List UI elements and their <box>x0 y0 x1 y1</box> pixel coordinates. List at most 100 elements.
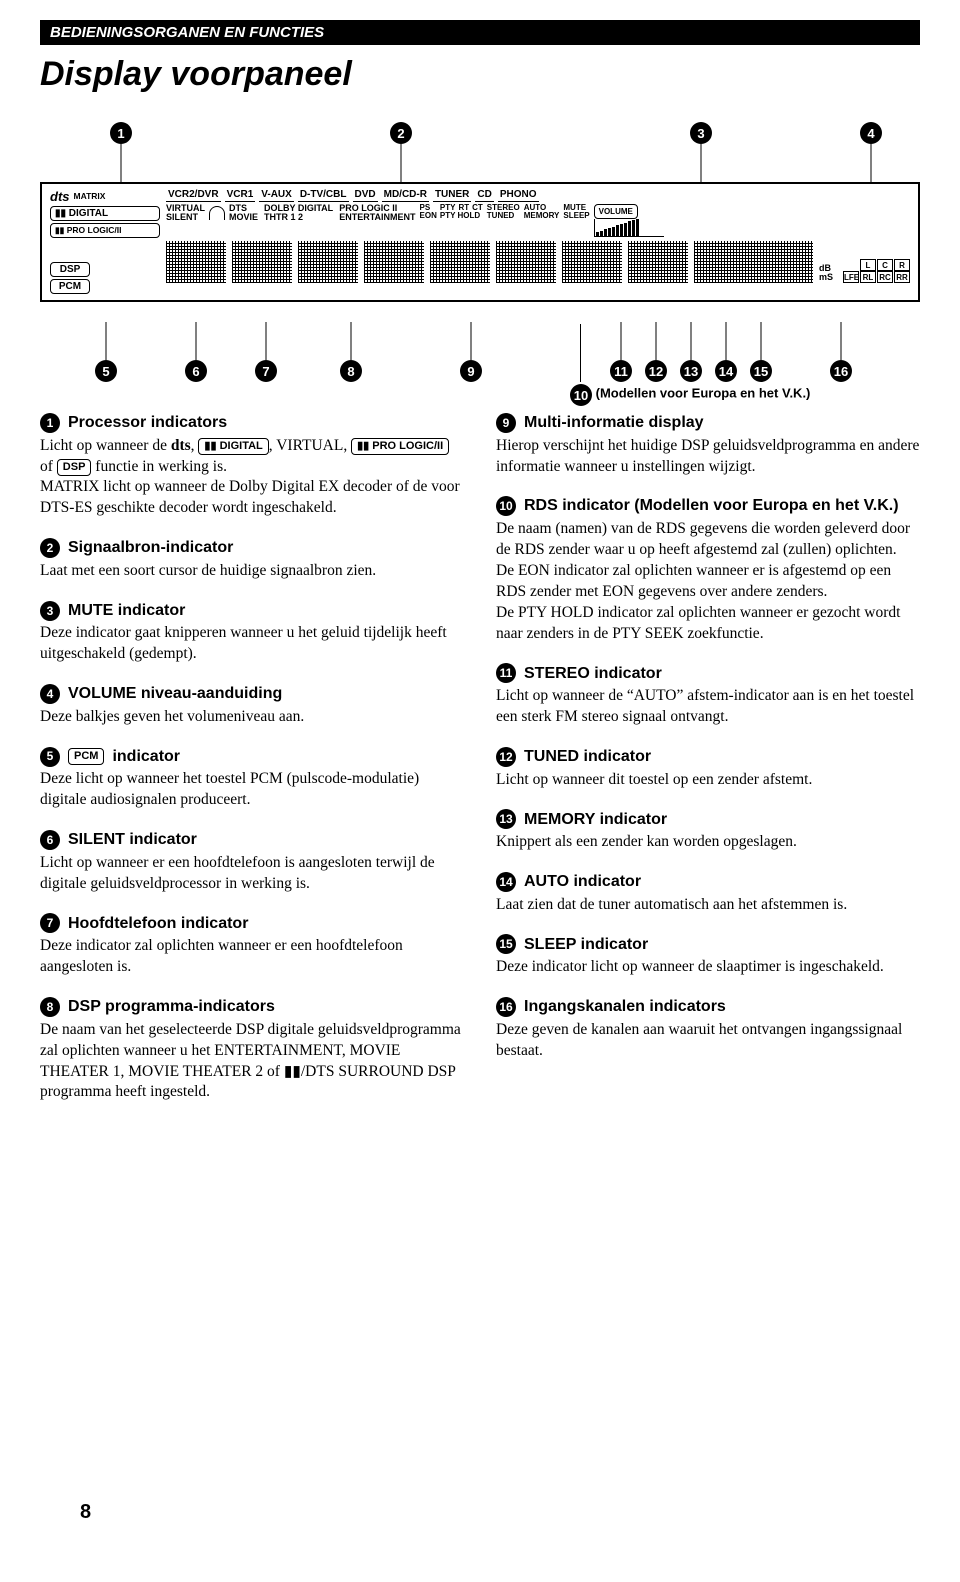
section-2: 2 Signaalbron-indicatorLaat met een soor… <box>40 537 464 582</box>
section-head-3: 3 MUTE indicator <box>40 600 464 622</box>
section-body-3: Deze indicator gaat knipperen wanneer u … <box>40 623 464 665</box>
left-column: 1 Processor indicatorsLicht op wanneer d… <box>40 412 464 1121</box>
dsp-tag: DSP <box>50 262 90 277</box>
callout-8: 8 <box>340 360 362 382</box>
section-head-8: 8 DSP programma-indicators <box>40 996 464 1018</box>
rds-block: PSPTYRTCT EONPTY HOLD <box>420 204 483 221</box>
section-body-10: De naam (namen) van de RDS gegevens die … <box>496 519 920 645</box>
display-diagram: 1234 dts MATRIX ▮▮ DIGITAL ▮▮ PRO LOGIC/… <box>40 122 920 382</box>
callout-16: 16 <box>830 360 852 382</box>
section-body-11: Licht op wanneer de “AUTO” afstem-indica… <box>496 686 920 728</box>
section-head-13: 13 MEMORY indicator <box>496 809 920 831</box>
section-body-2: Laat met een soort cursor de huidige sig… <box>40 561 464 582</box>
section-head-16: 16 Ingangskanalen indicators <box>496 996 920 1018</box>
section-head-5: 5 PCM indicator <box>40 746 464 768</box>
callout-3: 3 <box>690 122 712 144</box>
callout-5: 5 <box>95 360 117 382</box>
callout-1: 1 <box>110 122 132 144</box>
section-body-4: Deze balkjes geven het volumeniveau aan. <box>40 707 464 728</box>
display-panel: dts MATRIX ▮▮ DIGITAL ▮▮ PRO LOGIC/II DS… <box>40 182 920 302</box>
source-vcr1: VCR1 <box>225 190 256 202</box>
callout-7: 7 <box>255 360 277 382</box>
dd-digital-tag: ▮▮ DIGITAL <box>50 206 160 221</box>
page-title: Display voorpaneel <box>40 55 920 94</box>
section-9: 9 Multi-informatie displayHierop verschi… <box>496 412 920 477</box>
source-vcr2-dvr: VCR2/DVR <box>166 190 221 202</box>
section-head-9: 9 Multi-informatie display <box>496 412 920 434</box>
section-body-12: Licht op wanneer dit toestel op een zend… <box>496 770 920 791</box>
dsp-program-block: DTSDOLBY DIGITALPRO LOGIC II MOVIETHTR 1… <box>229 204 416 223</box>
section-body-6: Licht op wanneer er een hoofdtelefoon is… <box>40 853 464 895</box>
section-head-4: 4 VOLUME niveau-aanduiding <box>40 683 464 705</box>
dts-logo: dts <box>50 190 70 204</box>
section-head-7: 7 Hoofdtelefoon indicator <box>40 913 464 935</box>
section-body-5: Deze licht op wanneer het toestel PCM (p… <box>40 769 464 811</box>
mid-row: VIRTUAL SILENT DTSDOLBY DIGITALPRO LOGIC… <box>166 204 910 237</box>
callout-2: 2 <box>390 122 412 144</box>
panel-right-stack: VCR2/DVR VCR1V-AUX D-TV/CBL DVD MD/CD-R TUNER… <box>166 190 910 294</box>
section-8: 8 DSP programma-indicatorsDe naam van he… <box>40 996 464 1103</box>
section-body-7: Deze indicator zal oplichten wanneer er … <box>40 936 464 978</box>
callout-6: 6 <box>185 360 207 382</box>
section-head-2: 2 Signaalbron-indicator <box>40 537 464 559</box>
callout-14: 14 <box>715 360 737 382</box>
section-body-13: Knippert als een zender kan worden opges… <box>496 832 920 853</box>
section-7: 7 Hoofdtelefoon indicatorDeze indicator … <box>40 913 464 978</box>
virtual-silent: VIRTUAL SILENT <box>166 204 205 223</box>
callout-10-note: 10 (Modellen voor Europa en het V.K.) <box>570 384 810 406</box>
callout-13: 13 <box>680 360 702 382</box>
section-head-1: 1 Processor indicators <box>40 412 464 434</box>
section-13: 13 MEMORY indicatorKnippert als een zend… <box>496 809 920 854</box>
section-head-14: 14 AUTO indicator <box>496 871 920 893</box>
section-head-11: 11 STEREO indicator <box>496 663 920 685</box>
source-cd: CD <box>475 190 493 202</box>
section-head-15: 15 SLEEP indicator <box>496 934 920 956</box>
pcm-tag: PCM <box>50 279 90 294</box>
section-head-10: 10 RDS indicator (Modellen voor Europa e… <box>496 495 920 517</box>
volume-bars <box>594 219 664 237</box>
section-15: 15 SLEEP indicatorDeze indicator licht o… <box>496 934 920 979</box>
callout-11: 11 <box>610 360 632 382</box>
bottom-callouts: 5678911121314151610 (Modellen voor Europ… <box>40 302 920 382</box>
dd-prologic-tag: ▮▮ PRO LOGIC/II <box>50 223 160 238</box>
volume-block: VOLUME <box>594 204 664 237</box>
callout-9: 9 <box>460 360 482 382</box>
page-number: 8 <box>80 1501 91 1524</box>
channel-grid: LCR LFERLRCRR <box>843 259 910 283</box>
section-body-15: Deze indicator licht op wanneer de slaap… <box>496 957 920 978</box>
section-body-8: De naam van het geselecteerde DSP digita… <box>40 1020 464 1104</box>
source-phono: PHONO <box>498 190 539 202</box>
section-3: 3 MUTE indicatorDeze indicator gaat knip… <box>40 600 464 665</box>
section-body-14: Laat zien dat de tuner automatisch aan h… <box>496 895 920 916</box>
section-header: BEDIENINGSORGANEN EN FUNCTIES <box>40 20 920 45</box>
section-1: 1 Processor indicatorsLicht op wanneer d… <box>40 412 464 519</box>
matrix-label: MATRIX <box>74 192 106 201</box>
dot-matrix-display <box>166 241 813 283</box>
section-6: 6 SILENT indicatorLicht op wanneer er ee… <box>40 829 464 894</box>
tuner-status-block: STEREOAUTO TUNEDMEMORY <box>487 204 560 221</box>
source-d-tv-cbl: D-TV/CBL <box>298 190 349 202</box>
section-4: 4 VOLUME niveau-aanduidingDeze balkjes g… <box>40 683 464 728</box>
top-callouts: 1234 <box>40 122 920 182</box>
section-body-9: Hierop verschijnt het huidige DSP geluid… <box>496 436 920 478</box>
right-column: 9 Multi-informatie displayHierop verschi… <box>496 412 920 1121</box>
section-12: 12 TUNED indicatorLicht op wanneer dit t… <box>496 746 920 791</box>
source-tuner: TUNER <box>433 190 471 202</box>
callout-12: 12 <box>645 360 667 382</box>
body-columns: 1 Processor indicatorsLicht op wanneer d… <box>40 412 920 1121</box>
callout-15: 15 <box>750 360 772 382</box>
section-10: 10 RDS indicator (Modellen voor Europa e… <box>496 495 920 644</box>
mute-sleep-block: MUTESLEEP <box>563 204 589 221</box>
section-5: 5 PCM indicatorDeze licht op wanneer het… <box>40 746 464 811</box>
section-14: 14 AUTO indicatorLaat zien dat de tuner … <box>496 871 920 916</box>
section-body-16: Deze geven de kanalen aan waaruit het on… <box>496 1020 920 1062</box>
source-v-aux: V-AUX <box>259 190 294 202</box>
section-16: 16 Ingangskanalen indicatorsDeze geven d… <box>496 996 920 1061</box>
headphone-icon <box>209 206 225 220</box>
source-dvd: DVD <box>353 190 378 202</box>
panel-left-column: dts MATRIX ▮▮ DIGITAL ▮▮ PRO LOGIC/II DS… <box>50 190 160 294</box>
section-head-12: 12 TUNED indicator <box>496 746 920 768</box>
source-md-cd-r: MD/CD-R <box>382 190 429 202</box>
section-head-6: 6 SILENT indicator <box>40 829 464 851</box>
section-body-1: Licht op wanneer de dts, ▮▮ DIGITAL, VIR… <box>40 436 464 520</box>
